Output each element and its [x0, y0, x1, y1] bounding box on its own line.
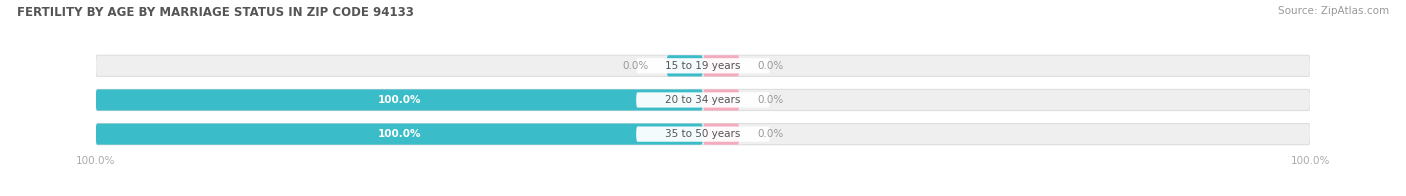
Text: 0.0%: 0.0% [758, 129, 785, 139]
FancyBboxPatch shape [96, 89, 1310, 111]
Text: FERTILITY BY AGE BY MARRIAGE STATUS IN ZIP CODE 94133: FERTILITY BY AGE BY MARRIAGE STATUS IN Z… [17, 6, 413, 19]
FancyBboxPatch shape [703, 55, 740, 76]
FancyBboxPatch shape [96, 123, 1310, 145]
Text: 0.0%: 0.0% [758, 61, 785, 71]
FancyBboxPatch shape [636, 58, 770, 74]
FancyBboxPatch shape [703, 123, 740, 145]
FancyBboxPatch shape [96, 55, 1310, 76]
Text: 0.0%: 0.0% [758, 95, 785, 105]
Text: Source: ZipAtlas.com: Source: ZipAtlas.com [1278, 6, 1389, 16]
FancyBboxPatch shape [96, 89, 703, 111]
Text: 100.0%: 100.0% [378, 95, 420, 105]
Text: 15 to 19 years: 15 to 19 years [665, 61, 741, 71]
Text: 100.0%: 100.0% [378, 129, 420, 139]
FancyBboxPatch shape [703, 89, 740, 111]
Text: 0.0%: 0.0% [621, 61, 648, 71]
Text: 35 to 50 years: 35 to 50 years [665, 129, 741, 139]
FancyBboxPatch shape [636, 126, 770, 142]
FancyBboxPatch shape [636, 92, 770, 108]
FancyBboxPatch shape [666, 55, 703, 76]
Text: 20 to 34 years: 20 to 34 years [665, 95, 741, 105]
FancyBboxPatch shape [96, 123, 703, 145]
